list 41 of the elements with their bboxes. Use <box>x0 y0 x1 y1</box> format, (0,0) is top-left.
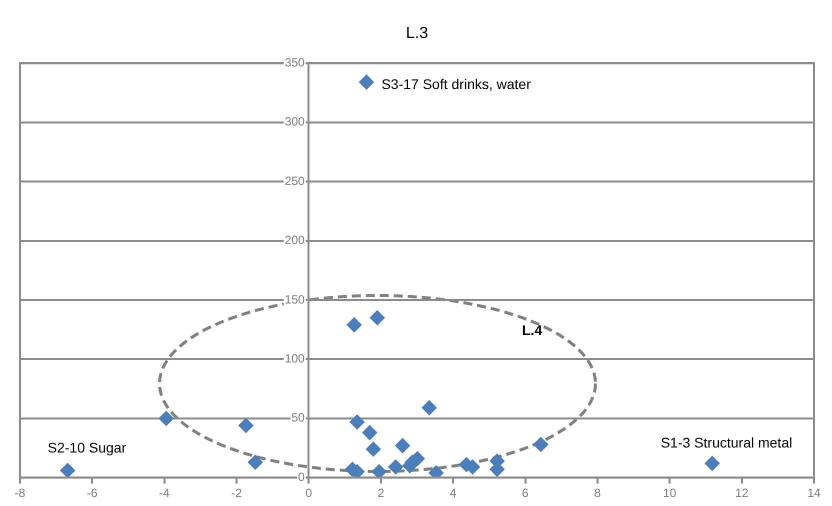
y-tick-label: 0 <box>298 470 306 484</box>
point <box>346 317 362 332</box>
x-tick-label: -8 <box>14 486 26 500</box>
y-tick-label: 150 <box>284 292 306 306</box>
point <box>60 462 76 478</box>
point <box>238 418 254 434</box>
y-tick-label: 350 <box>284 56 306 70</box>
y-tick-label: 50 <box>291 410 306 425</box>
point <box>362 425 378 440</box>
chart-title: L.3 <box>406 25 428 42</box>
x-tick-label: 10 <box>662 486 677 500</box>
x-tick-label: 6 <box>522 486 529 500</box>
point <box>366 442 381 457</box>
point <box>370 310 385 326</box>
x-tick-label: -6 <box>86 486 98 500</box>
point <box>248 454 263 470</box>
point <box>388 459 404 474</box>
x-tick-label: 12 <box>735 486 749 500</box>
y-tick-label: 100 <box>284 352 306 366</box>
point <box>350 414 365 430</box>
y-tick-label: 200 <box>284 233 306 248</box>
y-tick-label: 300 <box>284 114 306 129</box>
point <box>533 436 548 452</box>
point <box>422 400 437 416</box>
x-tick-label: -2 <box>231 486 242 500</box>
x-tick-label: 14 <box>807 486 821 500</box>
point <box>395 438 410 454</box>
point <box>372 464 387 478</box>
x-tick-label: -4 <box>159 486 170 500</box>
annotation: S1-3 Structural metal <box>660 434 792 450</box>
annotation: S2-10 Sugar <box>48 439 127 456</box>
annotation: S3-17 Soft drinks, water <box>381 76 532 92</box>
point <box>358 74 374 90</box>
point <box>704 456 720 471</box>
annotation: L.4 <box>522 322 542 338</box>
y-tick-label: 250 <box>284 174 306 188</box>
point <box>158 410 174 426</box>
point <box>428 465 444 478</box>
x-tick-label: 2 <box>378 486 385 500</box>
x-tick-label: 8 <box>594 486 602 500</box>
x-tick-label: 4 <box>450 486 457 500</box>
